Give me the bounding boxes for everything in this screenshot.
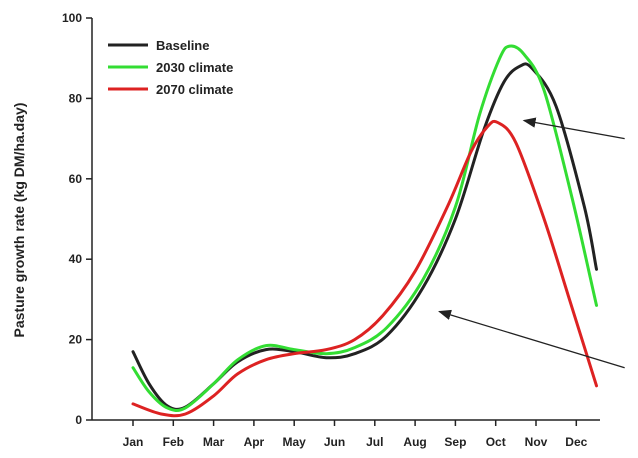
y-tick-label: 100 — [62, 11, 82, 25]
x-tick-label: Dec — [565, 435, 587, 449]
x-tick-label: Apr — [244, 435, 265, 449]
y-axis-title: Pasture growth rate (kg DM/ha.day) — [11, 103, 27, 338]
y-tick-label: 20 — [69, 333, 83, 347]
annotation-arrow-0 — [522, 117, 625, 140]
x-tick-label: Feb — [163, 435, 184, 449]
y-tick-label: 0 — [75, 413, 82, 427]
x-tick-label: Nov — [525, 435, 548, 449]
y-tick-label: 60 — [69, 172, 83, 186]
y-tick-label: 80 — [69, 91, 83, 105]
x-tick-label: May — [283, 435, 307, 449]
x-tick-label: Oct — [486, 435, 506, 449]
series-lines — [131, 44, 598, 418]
plot-area — [91, 18, 600, 421]
x-tick-label: Jan — [123, 435, 144, 449]
annotation-arrow-1 — [438, 309, 625, 369]
x-tick-label: Aug — [403, 435, 426, 449]
x-tick-label: Jun — [324, 435, 345, 449]
y-ticks: 0 20 40 60 80 100 — [62, 11, 92, 427]
series-line-1 — [131, 44, 598, 412]
series-line-2 — [131, 119, 598, 418]
legend: Baseline 2030 climate 2070 climate — [108, 38, 233, 97]
x-tick-label: Sep — [444, 435, 466, 449]
y-tick-label: 40 — [69, 252, 83, 266]
y-axis-title-text: Pasture growth rate (kg DM/ha.day) — [11, 103, 27, 338]
x-ticks: Jan Feb Mar Apr May Jun Jul Aug Sep Oct Nov Dec — [123, 420, 588, 449]
legend-label-2: 2070 climate — [156, 82, 233, 97]
annotations — [438, 117, 625, 369]
x-tick-label: Jul — [366, 435, 383, 449]
legend-label-0: Baseline — [156, 38, 209, 53]
x-tick-label: Mar — [203, 435, 225, 449]
legend-label-1: 2030 climate — [156, 60, 233, 75]
series-line-0 — [131, 62, 598, 411]
